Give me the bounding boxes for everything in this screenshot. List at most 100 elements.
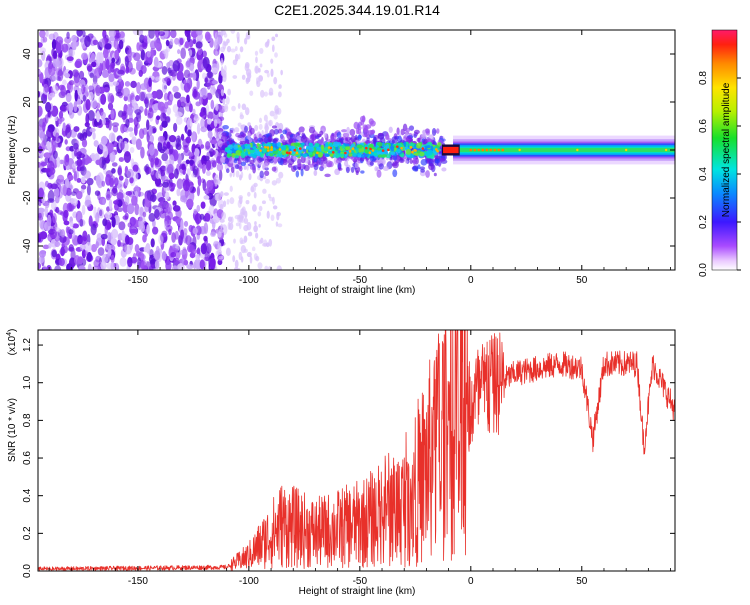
noise-speckle [112,81,120,87]
noise-speckle [186,117,193,130]
noise-speckle [79,166,85,172]
snr-scale-base: (x10 [7,335,18,355]
band-speckle [396,127,400,136]
noise-speckle [205,141,211,150]
noise-speckle [89,72,95,79]
noise-speckle [64,154,70,167]
noise-speckle [199,111,204,117]
band-core [256,143,260,147]
noise-speckle [44,206,49,218]
noise-speckle [81,138,88,148]
noise-speckle [201,163,206,174]
band-speckle [355,170,359,176]
noise-speckle [192,130,196,143]
band-dot [493,148,497,152]
noise-speckle [39,72,44,84]
noise-speckle [105,58,110,71]
faint-speckle [226,38,230,44]
faint-speckle [278,91,282,98]
noise-speckle [142,211,147,218]
noise-speckle [105,174,112,186]
band-speckle [431,127,437,136]
band-core [437,142,442,147]
band-speckle [354,161,359,169]
noise-speckle [199,213,205,220]
faint-speckle [230,30,236,34]
noise-speckle [82,94,87,102]
faint-speckle [271,36,276,42]
faint-speckle [252,204,257,212]
spectrogram-xtick-label: -50 [353,275,368,286]
band-speckle [244,125,249,133]
faint-speckle [259,63,263,68]
noise-speckle [60,84,66,97]
faint-speckle [239,237,244,245]
faint-speckle [264,178,270,184]
noise-speckle [151,90,158,99]
noise-speckle [161,153,169,162]
noise-speckle [202,56,210,69]
spectrogram-ytick-label: 20 [22,96,33,108]
noise-speckle [48,61,54,70]
noise-speckle [186,198,194,209]
band-speckle [350,166,355,173]
noise-speckle [154,177,162,187]
noise-speckle [199,259,205,270]
noise-speckle [73,142,79,150]
band-speckle [439,157,446,162]
band-speckle [241,133,247,138]
noise-speckle [73,126,80,132]
noise-speckle [91,244,98,253]
faint-speckle [239,46,244,53]
faint-speckle [271,44,275,53]
faint-speckle [219,191,224,198]
band-speckle [425,130,430,136]
band-speckle [271,166,277,172]
noise-speckle [154,30,160,38]
noise-speckle [153,250,161,261]
faint-speckle [213,240,219,245]
noise-speckle [42,265,47,270]
noise-speckle [184,106,191,112]
noise-speckle [184,41,190,49]
noise-speckle [150,157,155,168]
faint-speckle [274,109,280,115]
band-peak [365,146,368,150]
noise-speckle [188,152,194,157]
band-dot [501,148,505,152]
noise-speckle [173,122,178,133]
snr-xlabel: Height of straight line (km) [299,586,416,597]
noise-speckle [46,128,54,139]
noise-speckle [161,251,167,261]
spectrogram-panel: -150 -100 -50 0 50 -40 -20 0 20 40 Height of stra… [7,29,676,296]
noise-speckle [210,86,216,96]
faint-speckle [263,114,268,122]
noise-speckle [54,195,60,204]
band-speckle [405,135,413,143]
faint-speckle [247,231,253,237]
noise-speckle [108,36,116,42]
snr-series-line [38,330,675,571]
noise-speckle [50,201,57,211]
faint-speckle [234,259,239,269]
faint-speckle [228,222,234,231]
band-peak [368,151,372,155]
noise-speckle [60,104,65,111]
noise-speckle [81,248,87,259]
band-speckle [417,164,421,170]
noise-speckle [181,163,186,171]
faint-speckle [219,203,224,210]
noise-speckle [78,265,86,270]
noise-speckle [195,30,203,36]
band-core [295,142,300,147]
noise-speckle [57,118,63,125]
band-core [430,145,434,152]
noise-speckle [73,255,81,265]
faint-speckle [244,210,248,219]
band-core [327,150,334,154]
faint-speckle [260,89,265,98]
snr-ytick-label: 0.4 [22,488,33,502]
noise-speckle [138,69,143,77]
snr-frame [37,329,676,572]
